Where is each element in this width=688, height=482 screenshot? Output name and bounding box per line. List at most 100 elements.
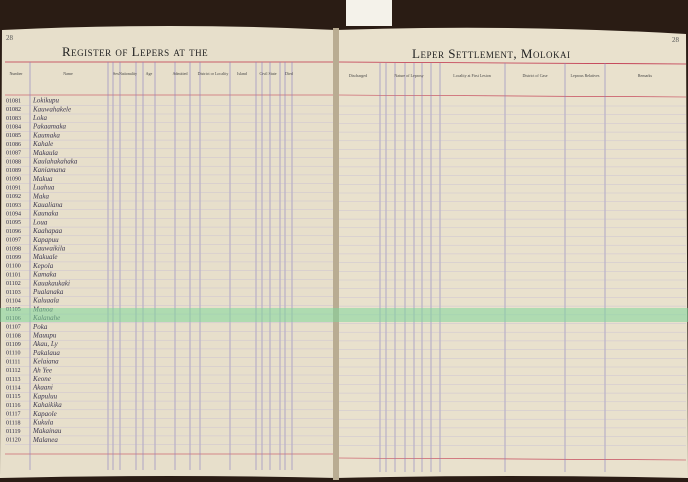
patient-name: Kamaka <box>32 271 57 279</box>
patient-name: Kahale <box>32 140 53 148</box>
column-header: Nature of Leprosy <box>394 73 423 78</box>
label-sticker <box>346 0 392 26</box>
patient-name: Makua <box>32 175 53 183</box>
row-number: 01096 <box>6 229 21 235</box>
patient-name: Maka <box>32 192 49 200</box>
left-sheet <box>0 26 336 478</box>
patient-name: Kapapuu <box>32 236 59 244</box>
patient-name: Kukula <box>32 419 54 427</box>
patient-name: Kapuluu <box>32 392 58 400</box>
row-number: 01087 <box>6 151 21 157</box>
row-number: 01081 <box>6 98 21 104</box>
row-number: 01112 <box>6 368 21 374</box>
column-header: Died <box>285 71 293 76</box>
column-header: Locality at First Lesion <box>453 73 490 78</box>
row-number: 01086 <box>6 142 21 148</box>
right-sheet <box>336 27 688 478</box>
row-number: 01082 <box>6 107 21 113</box>
row-number: 01109 <box>6 342 21 348</box>
column-header: Civil State <box>260 71 277 76</box>
row-number: 01111 <box>6 359 20 365</box>
row-number: 01113 <box>6 377 21 383</box>
rule <box>338 61 687 65</box>
row-number: 01085 <box>6 133 21 139</box>
row-number: 01088 <box>6 159 21 165</box>
row-number: 01108 <box>6 333 21 339</box>
row-number: 01115 <box>6 394 21 400</box>
column-header: District or Locality <box>198 71 229 76</box>
patient-name: Akaani <box>32 384 53 392</box>
patient-name: Kaulahakahaka <box>32 158 78 166</box>
patient-name: Loua <box>32 218 48 226</box>
patient-name: Pakaamaka <box>32 123 67 131</box>
patient-name: Makaula <box>32 149 58 157</box>
rule <box>338 457 687 461</box>
scan-artifact-band <box>0 308 688 322</box>
row-number: 01090 <box>6 177 21 183</box>
row-number: 01101 <box>6 272 21 278</box>
column-header: Name <box>63 71 73 76</box>
row-number: 01118 <box>6 420 21 426</box>
row-number: 01103 <box>6 290 21 296</box>
row-number: 01119 <box>6 429 21 435</box>
row-number: 01116 <box>6 403 21 409</box>
row-number: 01095 <box>6 220 21 226</box>
column-header: District of Case <box>522 73 547 78</box>
row-number: 01100 <box>6 264 21 270</box>
row-number: 01089 <box>6 168 21 174</box>
patient-name: Pualanaka <box>32 288 64 296</box>
column-header: Island <box>237 71 247 76</box>
row-number: 01104 <box>6 298 21 304</box>
patient-name: Kaunaka <box>32 210 59 218</box>
patient-name: Kauwaikila <box>32 245 66 253</box>
row-number: 01094 <box>6 211 21 217</box>
row-number: 01091 <box>6 185 21 191</box>
row-number: 01097 <box>6 238 21 244</box>
patient-name: Keone <box>32 375 51 383</box>
patient-name: Loka <box>32 114 48 122</box>
page-title: Register of Lepers at the <box>62 44 208 59</box>
patient-name: Mauupu <box>32 332 57 340</box>
row-number: 01098 <box>6 246 21 252</box>
row-number: 01093 <box>6 203 21 209</box>
patient-name: Kepola <box>32 262 54 270</box>
row-number: 01092 <box>6 194 21 200</box>
column-header: Number <box>9 71 23 76</box>
gutter <box>333 28 339 480</box>
patient-name: Kaluaala <box>32 297 60 305</box>
column-header: Remarks <box>638 73 653 78</box>
row-number: 01117 <box>6 412 21 418</box>
patient-name: Makainau <box>32 427 62 435</box>
page-number: 28 <box>6 34 14 42</box>
page-title: Leper Settlement, Molokai <box>412 46 570 61</box>
patient-name: Kahaikika <box>32 401 62 409</box>
column-header: Nationality <box>119 71 137 76</box>
row-number: 01110 <box>6 351 21 357</box>
column-header: Sex <box>113 71 119 76</box>
row-number: 01084 <box>6 124 21 130</box>
patient-name: Poka <box>32 323 48 331</box>
patient-name: Lokikupu <box>32 97 60 105</box>
patient-name: Kapaole <box>32 410 57 418</box>
patient-name: Kauakaukaki <box>32 279 70 287</box>
patient-name: Malanea <box>32 436 58 444</box>
patient-name: Akau, Ly <box>32 340 59 348</box>
patient-name: Pakalaua <box>32 349 60 357</box>
column-header: Discharged <box>349 73 367 78</box>
patient-name: Kaumaka <box>32 131 60 139</box>
row-number: 01120 <box>6 438 21 444</box>
row-number: 01099 <box>6 255 21 261</box>
patient-name: Kauwahakele <box>32 105 71 113</box>
patient-name: Kaahapaa <box>32 227 63 235</box>
patient-name: Makuale <box>32 253 58 261</box>
column-header: Leprous Relatives <box>571 73 600 78</box>
row-number: 01102 <box>6 281 21 287</box>
page-number: 28 <box>672 36 680 44</box>
column-header: Age <box>146 71 153 76</box>
row-number: 01107 <box>6 325 21 331</box>
patient-name: Kaniamana <box>32 166 66 174</box>
row-number: 01083 <box>6 116 21 122</box>
row-number: 01114 <box>6 385 21 391</box>
